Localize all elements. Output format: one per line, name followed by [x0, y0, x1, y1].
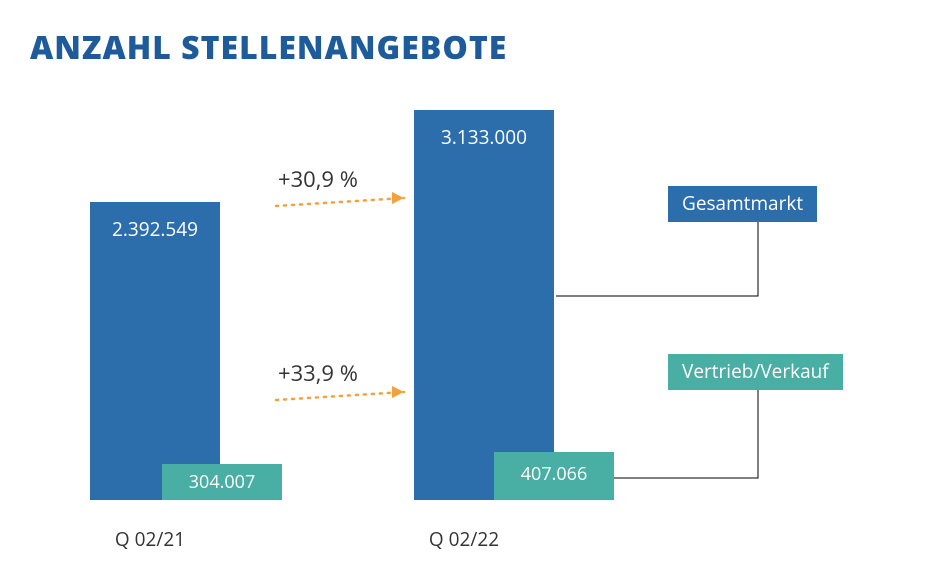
- legend-1: Vertrieb/Verkauf: [668, 354, 843, 390]
- bar-value-label: 407.066: [494, 462, 614, 486]
- bar-value-label: 3.133.000: [414, 124, 554, 150]
- bar-gesamtmarkt-1: 3.133.000: [414, 110, 554, 500]
- bar-value-label: 304.007: [162, 470, 282, 494]
- change-arrow-0: [276, 186, 420, 218]
- bar-vertrieb-1: 407.066: [494, 452, 614, 500]
- axis-label-0: Q 02/21: [80, 526, 220, 552]
- legend-0: Gesamtmarkt: [668, 186, 817, 222]
- chart-stage: Anzahl Stellenangebote 2.392.549304.007Q…: [0, 0, 952, 574]
- bar-value-label: 2.392.549: [90, 216, 220, 242]
- bar-gesamtmarkt-0: 2.392.549: [90, 202, 220, 500]
- bar-vertrieb-0: 304.007: [162, 464, 282, 500]
- axis-label-1: Q 02/22: [394, 526, 534, 552]
- change-arrow-1: [276, 380, 420, 412]
